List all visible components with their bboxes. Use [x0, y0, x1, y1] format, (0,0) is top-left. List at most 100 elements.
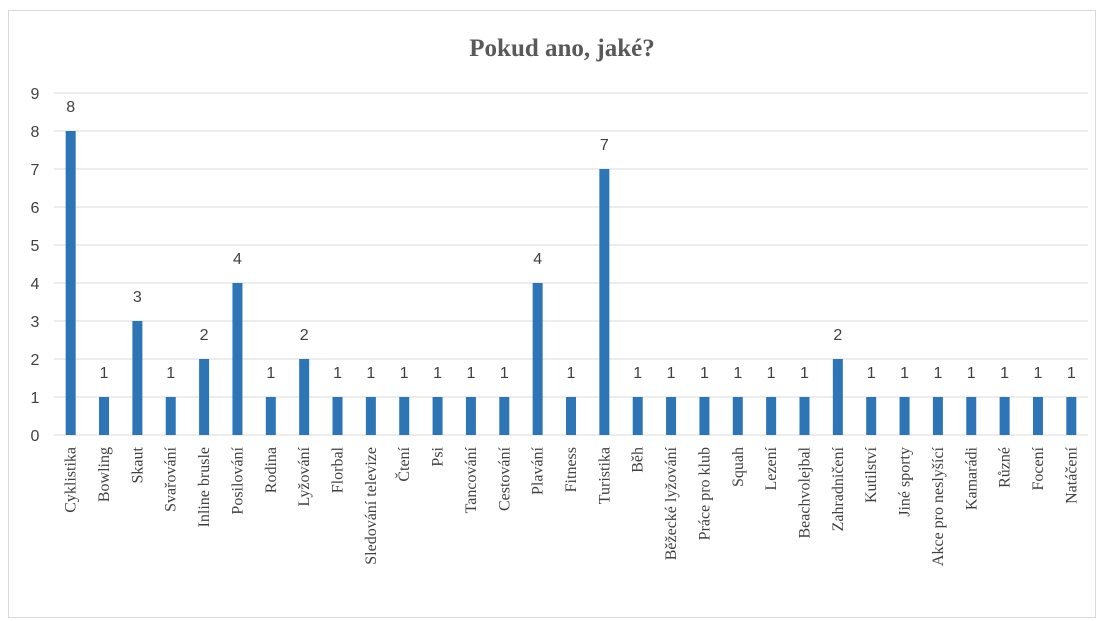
data-label: 1	[466, 365, 475, 382]
chart-frame	[8, 10, 1096, 618]
data-labels: 8 1 3 1 2 4 1 2 1 1 1 1 1 1 4 1 7 1 1 1 1 1 1 2 1 1 1 1 1 1 1	[66, 99, 1076, 382]
data-label: 1	[900, 365, 909, 382]
x-tick-label: Jiné sporty	[897, 447, 914, 517]
x-tick-label: Různé	[997, 447, 1014, 488]
x-tick-label: Squah	[730, 447, 747, 487]
bar	[432, 397, 443, 435]
data-label: 1	[266, 365, 275, 382]
x-tick-label: Tancování	[463, 446, 480, 513]
data-label: 1	[333, 365, 342, 382]
data-label: 4	[533, 251, 542, 268]
y-axis: 0 1 2 3 4 5 6 7 8 9	[31, 86, 40, 445]
x-axis: Cyklistika Bowling Skaut Svařování Inline br…	[63, 446, 1081, 566]
data-label: 1	[633, 365, 642, 382]
x-tick-label: Beachvolejbal	[796, 446, 813, 538]
data-label: 1	[366, 365, 375, 382]
data-label: 1	[500, 365, 509, 382]
bar	[599, 169, 610, 435]
y-tick-label: 1	[31, 390, 40, 407]
data-label: 2	[200, 327, 209, 344]
bar	[632, 397, 643, 435]
data-label: 1	[400, 365, 409, 382]
data-label: 1	[867, 365, 876, 382]
bar	[232, 283, 243, 435]
x-tick-label: Lyžování	[296, 446, 313, 506]
bar	[365, 397, 376, 435]
data-label: 1	[1034, 365, 1043, 382]
bar	[999, 397, 1010, 435]
bar	[899, 397, 910, 435]
bar	[699, 397, 710, 435]
bars	[65, 131, 1077, 435]
data-label: 1	[1000, 365, 1009, 382]
gridlines	[54, 92, 1088, 436]
bar	[866, 397, 877, 435]
bar	[99, 397, 110, 435]
x-tick-label: Kamarádi	[963, 446, 980, 510]
x-tick-label: Běh	[630, 447, 647, 473]
y-tick-label: 5	[31, 238, 40, 255]
x-tick-label: Kutilství	[863, 446, 880, 503]
x-tick-label: Focení	[1030, 446, 1047, 490]
bar	[132, 321, 143, 435]
data-label: 3	[133, 289, 142, 306]
x-tick-label: Rodina	[263, 447, 280, 493]
bar	[465, 397, 476, 435]
bar	[766, 397, 777, 435]
data-label: 4	[233, 251, 242, 268]
data-label: 1	[733, 365, 742, 382]
x-tick-label: Běžecké lyžování	[663, 446, 680, 560]
x-tick-label: Skaut	[129, 446, 146, 483]
data-label: 1	[767, 365, 776, 382]
bar	[932, 397, 943, 435]
bar	[966, 397, 977, 435]
data-label: 1	[433, 365, 442, 382]
y-tick-label: 3	[31, 314, 40, 331]
bar	[1066, 397, 1077, 435]
x-tick-label: Cyklistika	[63, 447, 80, 513]
x-tick-label: Zahradničení	[830, 446, 847, 531]
x-tick-label: Lezení	[763, 446, 780, 490]
bar	[199, 359, 210, 435]
data-label: 1	[1067, 365, 1076, 382]
data-label: 1	[967, 365, 976, 382]
bar	[732, 397, 743, 435]
x-tick-label: Fitness	[563, 447, 580, 492]
bar	[399, 397, 410, 435]
y-tick-label: 8	[31, 124, 40, 141]
x-tick-label: Svařování	[163, 446, 180, 511]
x-tick-label: Práce pro klub	[696, 447, 713, 540]
y-tick-label: 9	[31, 86, 40, 103]
x-tick-label: Plavání	[530, 446, 547, 495]
data-label: 1	[567, 365, 576, 382]
data-label: 2	[833, 327, 842, 344]
bar	[566, 397, 576, 435]
y-tick-label: 6	[31, 200, 40, 217]
x-tick-label: Bowling	[96, 447, 113, 502]
bar	[332, 397, 343, 435]
x-tick-label: Florbal	[330, 446, 347, 493]
bar	[299, 359, 310, 435]
x-tick-label: Natáčení	[1063, 446, 1080, 503]
data-label: 1	[700, 365, 709, 382]
bar	[165, 397, 176, 435]
bar	[832, 359, 843, 435]
data-label: 7	[600, 137, 609, 154]
data-label: 2	[300, 327, 309, 344]
x-tick-label: Psi	[430, 446, 447, 466]
bar	[499, 397, 510, 435]
bar	[265, 397, 276, 435]
x-tick-label: Posilování	[229, 446, 246, 514]
data-label: 1	[933, 365, 942, 382]
data-label: 1	[166, 365, 175, 382]
x-tick-label: Inline brusle	[196, 447, 213, 527]
data-label: 1	[667, 365, 676, 382]
x-tick-label: Akce pro neslyšící	[930, 446, 947, 566]
data-label: 1	[100, 365, 109, 382]
x-tick-label: Turistika	[596, 447, 613, 504]
bar	[666, 397, 677, 435]
data-label: 1	[800, 365, 809, 382]
bar	[65, 131, 76, 435]
x-tick-label: Čtení	[394, 446, 413, 481]
